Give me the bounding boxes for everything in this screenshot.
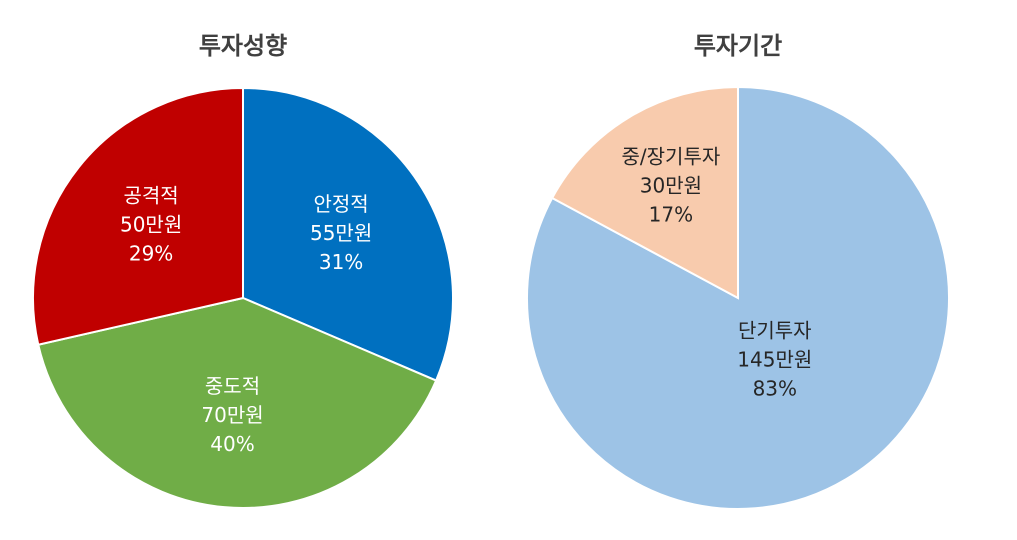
chart-title-investment-style: 투자성향 [199, 32, 287, 60]
pie-slice-investment-style-1 [37, 296, 438, 509]
slice-amount-label: 30만원 [640, 174, 702, 198]
slice-category-label: 단기투자 [738, 319, 812, 343]
slice-percent-label: 83% [753, 377, 797, 401]
pie-slices-investment-period [526, 85, 950, 510]
pie-label-investment-style-0: 안정적 55만원 31% [310, 192, 372, 274]
slice-percent-label: 17% [649, 203, 693, 227]
pie-labels-investment-period: 단기투자 145만원 83% 중/장기투자 30만원 17% [622, 145, 813, 401]
pie-chart-investment-style: 투자성향 안정적 55만원 31% 중도적 70만원 40% 공격적 50만원 29% [32, 32, 454, 509]
pie-label-investment-style-1: 중도적 70만원 40% [201, 374, 263, 456]
slice-percent-label: 29% [129, 242, 173, 266]
slice-amount-label: 55만원 [310, 221, 372, 245]
pie-labels-investment-style: 안정적 55만원 31% 중도적 70만원 40% 공격적 50만원 29% [120, 184, 372, 456]
slice-amount-label: 50만원 [120, 213, 182, 237]
slice-amount-label: 145만원 [737, 348, 812, 372]
pie-chart-investment-period: 투자기간 단기투자 145만원 83% 중/장기투자 30만원 17% [526, 32, 950, 510]
pie-label-investment-style-2: 공격적 50만원 29% [120, 184, 182, 266]
pie-label-investment-period-0: 단기투자 145만원 83% [737, 319, 812, 401]
pie-slice-investment-style-2 [32, 86, 244, 346]
pie-slices-investment-style [32, 86, 454, 509]
chart-title-investment-period: 투자기간 [694, 32, 782, 60]
slice-percent-label: 40% [210, 432, 254, 456]
slice-category-label: 공격적 [123, 184, 178, 208]
pie-slice-investment-style-0 [242, 86, 454, 382]
pie-slice-investment-period-1 [550, 85, 739, 300]
slice-category-label: 중도적 [205, 374, 260, 398]
slice-percent-label: 31% [319, 250, 363, 274]
slice-category-label: 중/장기투자 [622, 145, 721, 169]
pie-label-investment-period-1: 중/장기투자 30만원 17% [622, 145, 721, 227]
slice-category-label: 안정적 [313, 192, 368, 216]
slice-amount-label: 70만원 [201, 403, 263, 427]
